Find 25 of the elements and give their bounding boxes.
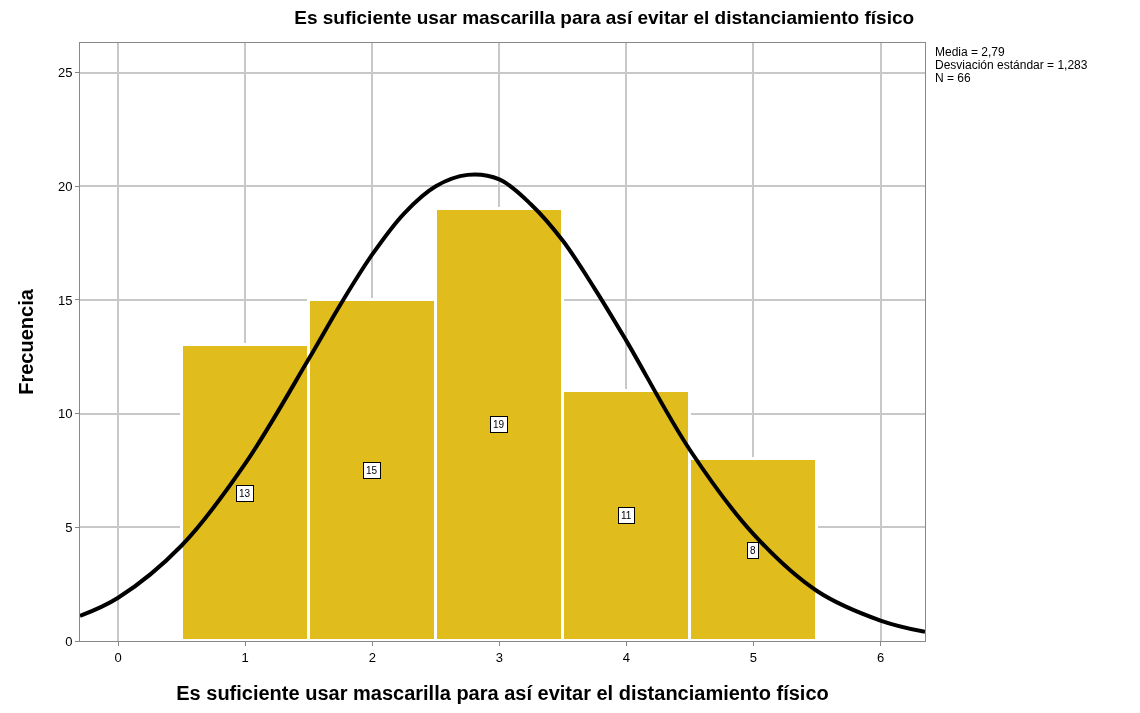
y-tick-label: 15 (57, 292, 73, 308)
x-tick-label: 1 (241, 649, 249, 665)
x-tick-label: 2 (368, 649, 376, 665)
x-axis-title: Es suficiente usar mascarilla para así evitar el distanciamiento físico (176, 682, 829, 705)
y-tick-label: 10 (57, 406, 73, 422)
text: Desviación estándar = 1,283 (935, 58, 1088, 72)
x-tick-label: 0 (114, 649, 122, 665)
text: N = 66 (935, 71, 972, 85)
data-label: 11 (621, 510, 632, 521)
x-tick-label: 5 (749, 649, 758, 665)
y-axis-title: Frecuencia (15, 288, 38, 395)
x-tick-label: 4 (622, 649, 631, 665)
data-label: 8 (750, 545, 756, 556)
y-tick-label: 20 (57, 178, 73, 194)
y-tick-label: 0 (65, 633, 73, 649)
y-tick-label: 25 (57, 65, 73, 81)
data-label: 15 (366, 465, 378, 476)
data-label: 19 (493, 419, 505, 430)
y-tick-label: 5 (65, 519, 73, 535)
chart-title: Es suficiente usar mascarilla para así evitar el distanciamiento físico (294, 6, 915, 28)
line-series (80, 172, 925, 634)
x-tick-label: 3 (495, 649, 503, 665)
data-label: 13 (239, 488, 251, 499)
x-tick-label: 6 (876, 649, 885, 665)
text: Media = 2,79 (935, 45, 1006, 59)
